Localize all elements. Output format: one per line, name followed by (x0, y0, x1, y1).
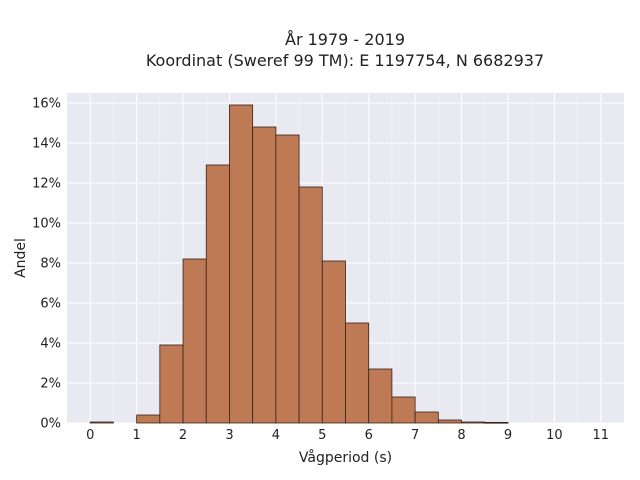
chart-subtitle: Koordinat (Sweref 99 TM): E 1197754, N 6… (145, 51, 545, 70)
histogram-bar (345, 322, 370, 424)
x-tick-label: 4 (272, 428, 280, 443)
histogram-bar (229, 104, 254, 424)
histogram-bar (437, 419, 462, 424)
x-tick-label: 10 (546, 428, 563, 443)
chart-title: År 1979 - 2019 (285, 30, 405, 49)
x-tick-label: 11 (593, 428, 610, 443)
x-tick-label: 9 (504, 428, 512, 443)
y-axis-ticks: 0% 2% 4% 6% 8% 10% 12% 14% 16% (32, 97, 61, 432)
x-axis-ticks: 0 1 2 3 4 5 6 7 8 9 10 11 (86, 428, 609, 443)
y-tick-label: 2% (40, 377, 61, 392)
histogram-bar (461, 421, 486, 424)
x-tick-label: 7 (411, 428, 419, 443)
histogram-bar (205, 164, 230, 424)
histogram-bar (275, 134, 300, 424)
x-tick-label: 1 (132, 428, 140, 443)
x-tick-label: 6 (365, 428, 373, 443)
histogram-bar (136, 414, 161, 424)
histogram-bar (368, 368, 393, 424)
x-tick-label: 8 (457, 428, 465, 443)
x-tick-label: 5 (318, 428, 326, 443)
histogram-bar (414, 411, 439, 424)
x-tick-label: 0 (86, 428, 94, 443)
y-tick-label: 6% (40, 297, 61, 312)
histogram-bar (252, 126, 277, 424)
histogram-bar (484, 421, 509, 424)
histogram-bar (159, 344, 184, 424)
histogram-bar (89, 421, 114, 424)
y-tick-label: 10% (32, 217, 61, 232)
histogram-bar (298, 186, 323, 424)
x-axis-label: Vågperiod (s) (299, 449, 392, 466)
x-tick-label: 2 (179, 428, 187, 443)
y-tick-label: 4% (40, 337, 61, 352)
y-tick-label: 8% (40, 257, 61, 272)
y-tick-label: 16% (32, 97, 61, 112)
histogram-bar (182, 258, 207, 424)
x-tick-label: 3 (225, 428, 233, 443)
y-tick-label: 14% (32, 137, 61, 152)
y-tick-label: 12% (32, 177, 61, 192)
y-tick-label: 0% (40, 417, 61, 432)
histogram-bar (321, 260, 346, 424)
histogram-bar (391, 396, 416, 424)
histogram-bars (89, 104, 509, 424)
y-axis-label: Andel (13, 238, 29, 278)
